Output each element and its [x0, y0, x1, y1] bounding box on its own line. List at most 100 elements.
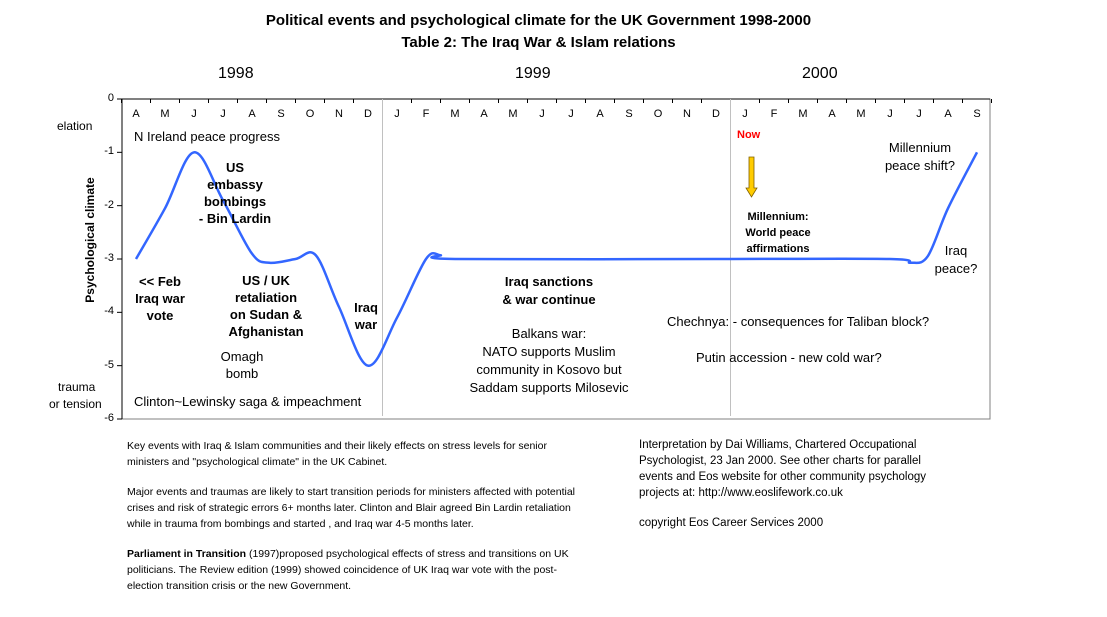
- month-label: M: [856, 108, 866, 120]
- annotation-line: community in Kosovo but: [476, 362, 622, 377]
- y-tick-label: -2: [104, 198, 114, 211]
- annotation-line: war: [354, 317, 378, 332]
- month-label: A: [248, 108, 256, 120]
- elation-label: elation: [57, 119, 93, 133]
- month-label: M: [508, 108, 518, 120]
- month-label: N: [335, 108, 343, 120]
- footer-paragraph: Parliament in Transition (1997)proposed …: [127, 546, 587, 594]
- month-label: A: [944, 108, 952, 120]
- annotation-millennium: Millennium: World peace affirmations: [733, 209, 823, 257]
- month-label: O: [653, 108, 663, 120]
- y-tick-label: -4: [104, 305, 114, 318]
- annotation-line: NATO supports Muslim: [482, 344, 616, 359]
- annotation-line: Iraq: [944, 243, 968, 258]
- annotation-line: US / UK: [242, 273, 290, 288]
- month-label: J: [568, 108, 574, 120]
- annotation-line: vote: [146, 308, 174, 323]
- trauma-label: trauma: [58, 380, 96, 394]
- now-label: Now: [737, 129, 761, 141]
- month-label: J: [916, 108, 922, 120]
- month-label: F: [422, 108, 430, 120]
- annotation-omagh: Omagh bomb: [212, 348, 272, 382]
- y-tick-label: 0: [107, 92, 114, 104]
- annotation-line: & war continue: [502, 292, 596, 307]
- annotation-retaliation: US / UK retaliation on Sudan & Afghanist…: [221, 272, 311, 340]
- annotation-balkans: Balkans war: NATO supports Muslim commun…: [459, 325, 639, 397]
- annotation-line: << Feb: [139, 274, 181, 289]
- annotation-line: - Bin Lardin: [198, 211, 272, 226]
- annotation-line: affirmations: [746, 243, 810, 255]
- annotation-feb-vote: << Feb Iraq war vote: [125, 273, 195, 324]
- annotation-line: bombings: [203, 194, 267, 209]
- annotation-iraq-war: Iraq war: [348, 299, 384, 333]
- month-label: N: [683, 108, 691, 120]
- annotation-line: Iraq war: [135, 291, 185, 306]
- tension-label: or tension: [49, 397, 102, 411]
- footer-copyright: copyright Eos Career Services 2000: [639, 517, 824, 529]
- annotation-line: peace?: [934, 261, 978, 276]
- month-label: M: [798, 108, 808, 120]
- annotation-line: Afghanistan: [228, 324, 304, 339]
- footer-right: Interpretation by Dai Williams, Chartere…: [639, 437, 939, 531]
- month-label: S: [277, 108, 285, 120]
- annotation-n-ireland: N Ireland peace progress: [134, 129, 280, 144]
- annotation-line: embassy: [207, 177, 263, 192]
- year-label: 1998: [218, 65, 254, 82]
- annotation-iraq-peace: Iraq peace?: [926, 242, 986, 278]
- footer-credit: Interpretation by Dai Williams, Chartere…: [639, 439, 927, 499]
- month-label: A: [828, 108, 836, 120]
- y-axis-label: Psychological climate: [83, 177, 97, 303]
- footer-bold-title: Parliament in Transition: [127, 548, 247, 560]
- y-tick-label: -1: [104, 145, 114, 158]
- now-arrow-icon: [745, 156, 758, 198]
- annotation-line: World peace: [745, 227, 811, 239]
- annotation-line: Saddam supports Milosevic: [469, 380, 629, 395]
- annotation-line: Balkans war:: [511, 326, 587, 341]
- annotation-line: Millennium:: [747, 211, 809, 223]
- annotation-line: Iraq: [354, 300, 378, 315]
- annotation-line: retaliation: [234, 290, 298, 305]
- annotation-line: US: [225, 160, 245, 175]
- footer-paragraph: Major events and traumas are likely to s…: [127, 486, 576, 530]
- month-label: F: [770, 108, 778, 120]
- annotation-line: Iraq sanctions: [504, 274, 594, 289]
- y-tick-label: -3: [104, 252, 114, 264]
- footer-text: (1997)proposed psychological effects of …: [127, 548, 569, 592]
- annotation-line: peace shift?: [884, 158, 956, 173]
- month-label: M: [160, 108, 170, 120]
- month-label: J: [742, 108, 748, 120]
- y-tick-label: -5: [104, 358, 114, 371]
- month-label: J: [220, 108, 226, 120]
- y-tick-label: -6: [104, 412, 114, 424]
- month-label: J: [539, 108, 545, 120]
- month-label: D: [712, 108, 720, 120]
- month-label: A: [132, 108, 140, 120]
- month-label: S: [973, 108, 981, 120]
- month-label: S: [625, 108, 633, 120]
- climate-line: [134, 151, 979, 367]
- month-label: A: [480, 108, 488, 120]
- annotation-putin: Putin accession - new cold war?: [696, 350, 882, 365]
- annotation-millennium-shift: Millennium peace shift?: [875, 139, 965, 175]
- chart-title: Political events and psychological clima…: [265, 12, 812, 29]
- month-label: J: [394, 108, 400, 120]
- month-label: J: [191, 108, 197, 120]
- footer-left: Key events with Iraq & Islam communities…: [127, 438, 587, 594]
- month-label: J: [887, 108, 893, 120]
- annotation-line: on Sudan &: [229, 307, 303, 322]
- footer-paragraph: Key events with Iraq & Islam communities…: [127, 440, 547, 468]
- year-label: 2000: [802, 65, 838, 82]
- annotation-clinton: Clinton~Lewinsky saga & impeachment: [134, 394, 362, 409]
- chart-subtitle: Table 2: The Iraq War & Islam relations: [401, 34, 676, 51]
- month-label: M: [450, 108, 460, 120]
- month-label: O: [305, 108, 315, 120]
- annotation-line: Omagh: [220, 349, 264, 364]
- year-label: 1999: [515, 65, 551, 82]
- annotation-chechnya: Chechnya: - consequences for Taliban blo…: [667, 314, 930, 329]
- month-label: A: [596, 108, 604, 120]
- month-label: D: [364, 108, 372, 120]
- annotation-sanctions: Iraq sanctions & war continue: [474, 273, 624, 309]
- annotation-us-embassy: US embassy bombings - Bin Lardin: [190, 159, 280, 227]
